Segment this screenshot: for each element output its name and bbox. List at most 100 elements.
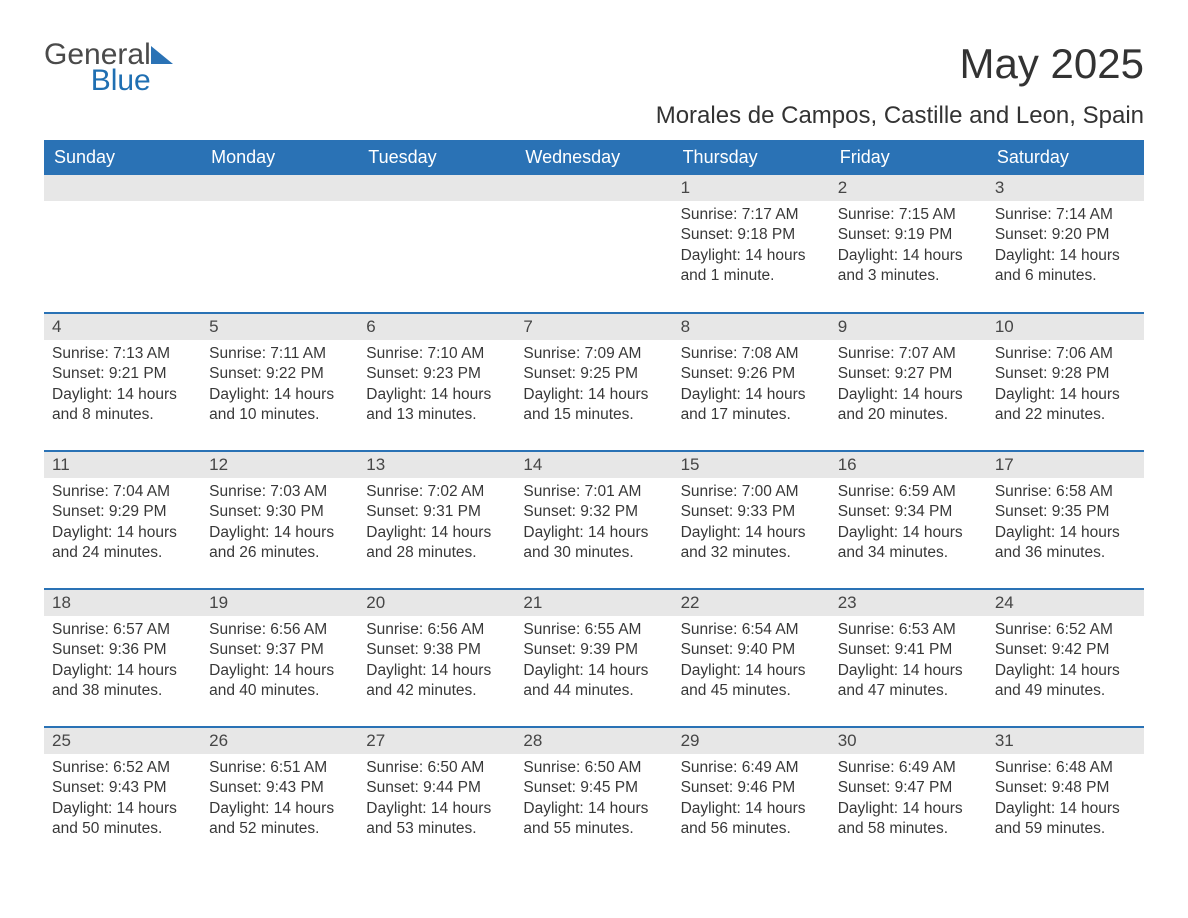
day-number: 25 [44, 728, 201, 754]
day-details: Sunrise: 7:17 AMSunset: 9:18 PMDaylight:… [673, 201, 830, 293]
day-daylight1: Daylight: 14 hours [681, 523, 822, 543]
day-daylight2: and 32 minutes. [681, 543, 822, 563]
day-cell: 6Sunrise: 7:10 AMSunset: 9:23 PMDaylight… [358, 313, 515, 451]
day-daylight2: and 26 minutes. [209, 543, 350, 563]
week-row: 4Sunrise: 7:13 AMSunset: 9:21 PMDaylight… [44, 313, 1144, 451]
day-number: 23 [830, 590, 987, 616]
day-sunset: Sunset: 9:25 PM [523, 364, 664, 384]
day-number: 29 [673, 728, 830, 754]
day-daylight1: Daylight: 14 hours [995, 246, 1136, 266]
day-sunset: Sunset: 9:29 PM [52, 502, 193, 522]
day-details: Sunrise: 6:54 AMSunset: 9:40 PMDaylight:… [673, 616, 830, 708]
month-title: May 2025 [960, 40, 1144, 88]
day-number-bar [44, 175, 201, 201]
day-daylight2: and 44 minutes. [523, 681, 664, 701]
day-sunset: Sunset: 9:46 PM [681, 778, 822, 798]
day-details: Sunrise: 6:52 AMSunset: 9:43 PMDaylight:… [44, 754, 201, 846]
day-cell: 19Sunrise: 6:56 AMSunset: 9:37 PMDayligh… [201, 589, 358, 727]
day-sunset: Sunset: 9:19 PM [838, 225, 979, 245]
day-daylight2: and 28 minutes. [366, 543, 507, 563]
day-daylight1: Daylight: 14 hours [209, 799, 350, 819]
day-sunrise: Sunrise: 6:56 AM [209, 620, 350, 640]
day-number: 5 [201, 314, 358, 340]
day-details: Sunrise: 6:58 AMSunset: 9:35 PMDaylight:… [987, 478, 1144, 570]
day-header: Sunday [44, 140, 201, 175]
day-details: Sunrise: 6:59 AMSunset: 9:34 PMDaylight:… [830, 478, 987, 570]
day-cell [358, 175, 515, 313]
day-details: Sunrise: 7:14 AMSunset: 9:20 PMDaylight:… [987, 201, 1144, 293]
logo-text-block: General Blue [44, 40, 151, 96]
day-details: Sunrise: 7:02 AMSunset: 9:31 PMDaylight:… [358, 478, 515, 570]
day-number: 17 [987, 452, 1144, 478]
day-cell [201, 175, 358, 313]
day-daylight2: and 53 minutes. [366, 819, 507, 839]
day-sunset: Sunset: 9:38 PM [366, 640, 507, 660]
day-sunrise: Sunrise: 6:55 AM [523, 620, 664, 640]
day-sunrise: Sunrise: 7:10 AM [366, 344, 507, 364]
day-sunrise: Sunrise: 6:59 AM [838, 482, 979, 502]
day-header: Wednesday [515, 140, 672, 175]
day-number-bar [358, 175, 515, 201]
day-details: Sunrise: 6:55 AMSunset: 9:39 PMDaylight:… [515, 616, 672, 708]
day-details: Sunrise: 6:57 AMSunset: 9:36 PMDaylight:… [44, 616, 201, 708]
day-header: Tuesday [358, 140, 515, 175]
day-daylight1: Daylight: 14 hours [209, 523, 350, 543]
day-number: 21 [515, 590, 672, 616]
day-daylight2: and 47 minutes. [838, 681, 979, 701]
day-details: Sunrise: 6:49 AMSunset: 9:47 PMDaylight:… [830, 754, 987, 846]
day-number: 28 [515, 728, 672, 754]
day-daylight2: and 45 minutes. [681, 681, 822, 701]
day-number: 1 [673, 175, 830, 201]
day-daylight1: Daylight: 14 hours [838, 246, 979, 266]
day-cell: 13Sunrise: 7:02 AMSunset: 9:31 PMDayligh… [358, 451, 515, 589]
day-details: Sunrise: 7:07 AMSunset: 9:27 PMDaylight:… [830, 340, 987, 432]
day-number: 26 [201, 728, 358, 754]
day-sunrise: Sunrise: 6:52 AM [995, 620, 1136, 640]
day-daylight1: Daylight: 14 hours [838, 661, 979, 681]
day-cell: 20Sunrise: 6:56 AMSunset: 9:38 PMDayligh… [358, 589, 515, 727]
day-sunset: Sunset: 9:35 PM [995, 502, 1136, 522]
day-details: Sunrise: 6:49 AMSunset: 9:46 PMDaylight:… [673, 754, 830, 846]
day-daylight2: and 24 minutes. [52, 543, 193, 563]
day-number: 15 [673, 452, 830, 478]
day-daylight1: Daylight: 14 hours [681, 799, 822, 819]
day-details: Sunrise: 7:04 AMSunset: 9:29 PMDaylight:… [44, 478, 201, 570]
day-cell: 23Sunrise: 6:53 AMSunset: 9:41 PMDayligh… [830, 589, 987, 727]
day-daylight2: and 1 minute. [681, 266, 822, 286]
day-daylight2: and 58 minutes. [838, 819, 979, 839]
day-details: Sunrise: 7:09 AMSunset: 9:25 PMDaylight:… [515, 340, 672, 432]
day-sunset: Sunset: 9:44 PM [366, 778, 507, 798]
day-number: 20 [358, 590, 515, 616]
day-sunrise: Sunrise: 7:15 AM [838, 205, 979, 225]
day-cell: 28Sunrise: 6:50 AMSunset: 9:45 PMDayligh… [515, 727, 672, 865]
day-sunrise: Sunrise: 6:52 AM [52, 758, 193, 778]
day-sunrise: Sunrise: 6:49 AM [838, 758, 979, 778]
day-number: 9 [830, 314, 987, 340]
day-sunrise: Sunrise: 7:14 AM [995, 205, 1136, 225]
day-daylight1: Daylight: 14 hours [681, 246, 822, 266]
day-daylight2: and 3 minutes. [838, 266, 979, 286]
day-details: Sunrise: 7:13 AMSunset: 9:21 PMDaylight:… [44, 340, 201, 432]
day-sunrise: Sunrise: 7:00 AM [681, 482, 822, 502]
day-daylight2: and 56 minutes. [681, 819, 822, 839]
day-number: 22 [673, 590, 830, 616]
day-details: Sunrise: 7:03 AMSunset: 9:30 PMDaylight:… [201, 478, 358, 570]
day-cell: 16Sunrise: 6:59 AMSunset: 9:34 PMDayligh… [830, 451, 987, 589]
day-sunset: Sunset: 9:22 PM [209, 364, 350, 384]
day-cell: 9Sunrise: 7:07 AMSunset: 9:27 PMDaylight… [830, 313, 987, 451]
day-daylight1: Daylight: 14 hours [995, 661, 1136, 681]
day-number: 4 [44, 314, 201, 340]
day-sunrise: Sunrise: 6:50 AM [366, 758, 507, 778]
day-number: 24 [987, 590, 1144, 616]
day-number: 10 [987, 314, 1144, 340]
day-cell: 15Sunrise: 7:00 AMSunset: 9:33 PMDayligh… [673, 451, 830, 589]
day-daylight1: Daylight: 14 hours [838, 523, 979, 543]
day-daylight1: Daylight: 14 hours [209, 385, 350, 405]
day-sunrise: Sunrise: 7:11 AM [209, 344, 350, 364]
day-sunrise: Sunrise: 6:48 AM [995, 758, 1136, 778]
day-cell: 3Sunrise: 7:14 AMSunset: 9:20 PMDaylight… [987, 175, 1144, 313]
day-sunset: Sunset: 9:39 PM [523, 640, 664, 660]
day-sunrise: Sunrise: 6:53 AM [838, 620, 979, 640]
week-row: 11Sunrise: 7:04 AMSunset: 9:29 PMDayligh… [44, 451, 1144, 589]
day-daylight2: and 10 minutes. [209, 405, 350, 425]
